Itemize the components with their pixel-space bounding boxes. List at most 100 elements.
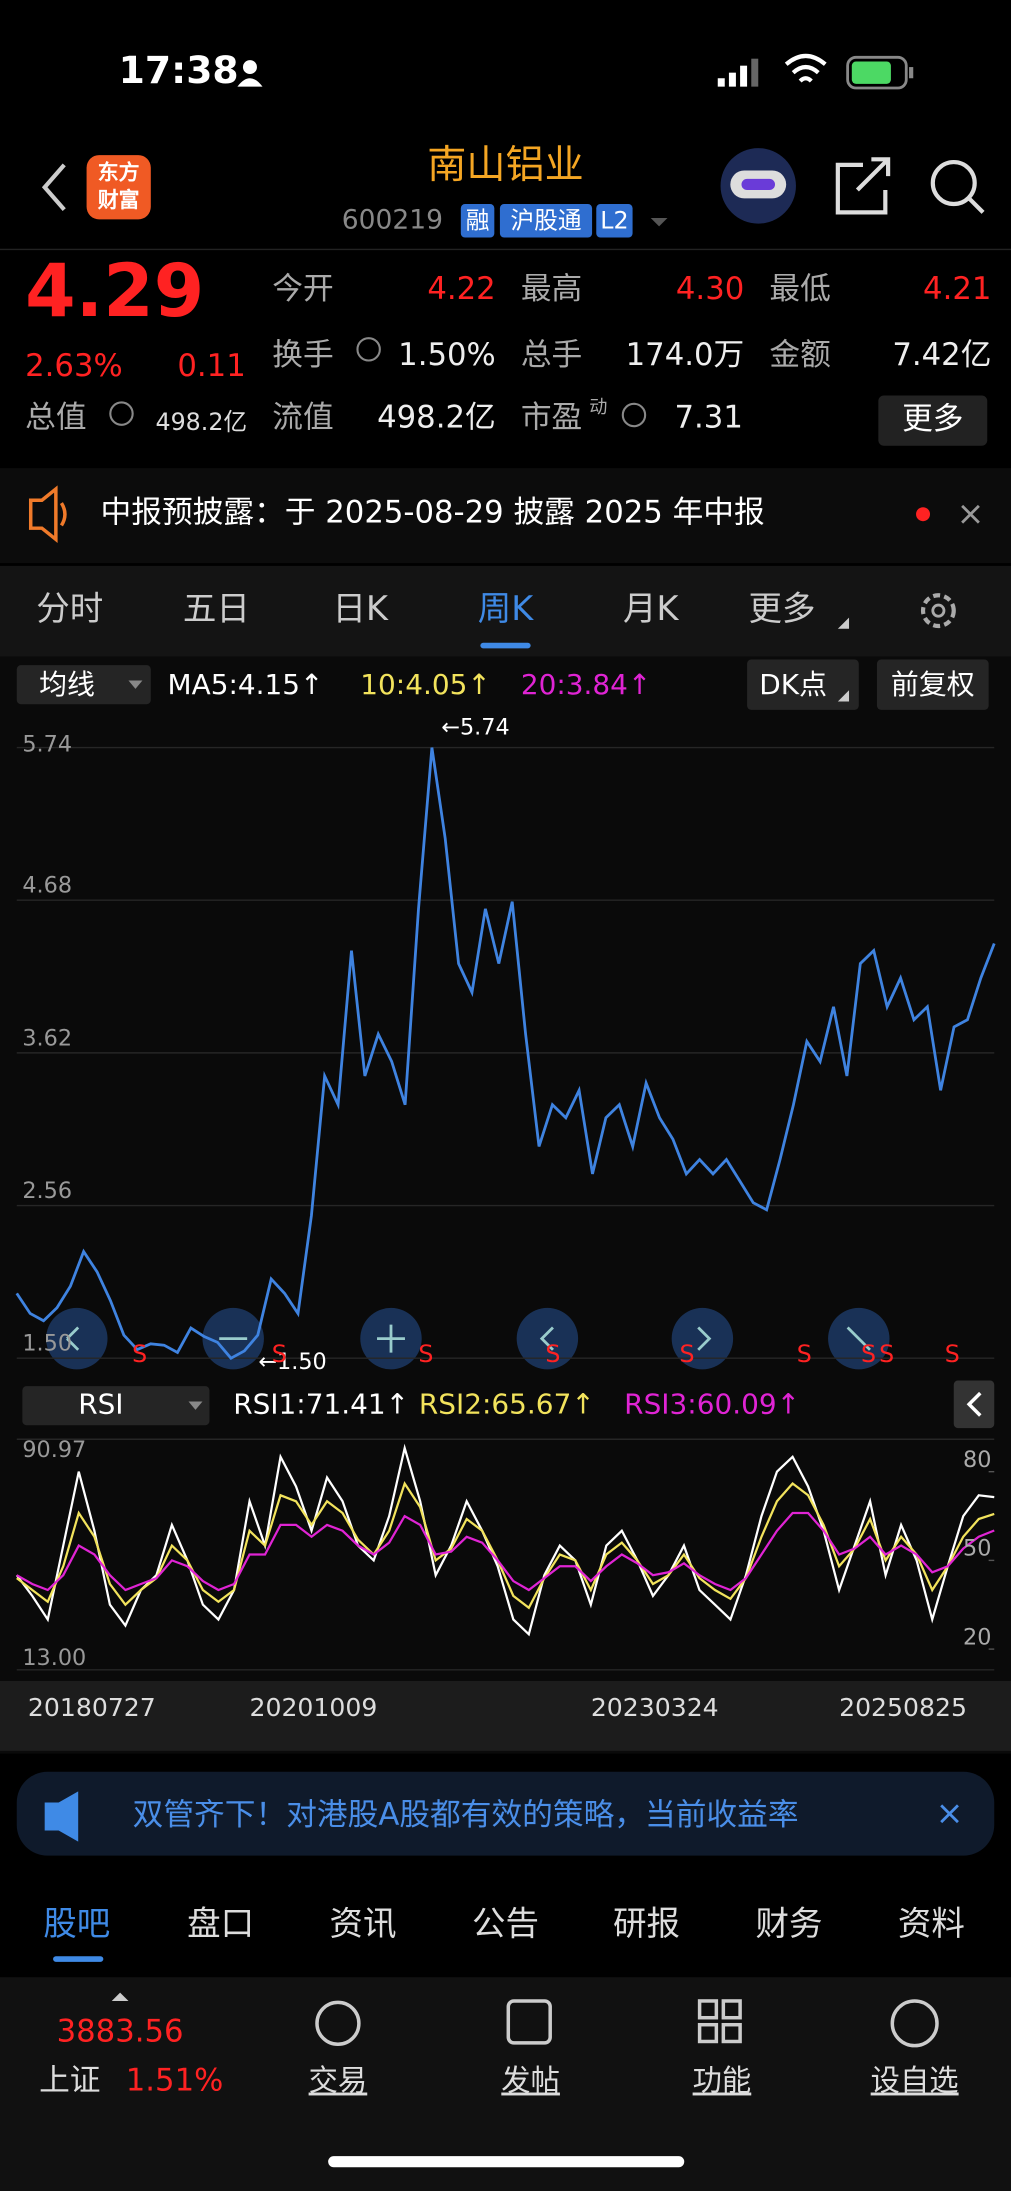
min-annotation: ←1.50 (258, 1349, 326, 1375)
notice-text: 中报预披露：于 2025-08-29 披露 2025 年中报 (101, 495, 765, 531)
period-tab[interactable]: 五日 (183, 589, 250, 628)
adjust-text[interactable]: 前复权 (891, 668, 975, 701)
tag-badge (596, 204, 633, 238)
battery-icon (846, 55, 908, 90)
collapse-button (966, 1391, 982, 1417)
signal-marker: S (945, 1340, 960, 1368)
share-button[interactable] (835, 157, 891, 215)
content-tab[interactable]: 股吧 (43, 1904, 110, 1943)
dk-text[interactable]: DK点 (759, 668, 827, 701)
rsi-line (16, 1480, 995, 1610)
content-tab[interactable]: 公告 (472, 1904, 539, 1943)
period-tab[interactable]: 月K (623, 589, 679, 628)
rsi-line (16, 1511, 995, 1592)
collapse-button[interactable] (953, 1380, 995, 1429)
index-change: 1.51% (126, 2063, 224, 2099)
x-tick-label: 20250825 (839, 1693, 967, 1722)
signal-marker: S (418, 1340, 433, 1368)
wifi-icon (784, 53, 827, 83)
search-button[interactable] (930, 159, 977, 207)
dropdown-arrow[interactable] (650, 217, 668, 227)
content-tab[interactable]: 研报 (613, 1904, 680, 1943)
rsi-legend: RSI1:71.41↑ (233, 1388, 409, 1421)
bottom-nav (0, 1977, 1011, 2191)
content-tab[interactable]: 财务 (755, 1904, 822, 1943)
dropdown-arrow (188, 1401, 203, 1410)
more-button[interactable] (878, 395, 988, 446)
field-value: 1.50% (398, 337, 496, 373)
field-label: 总手 (521, 337, 582, 373)
back-button[interactable] (41, 163, 66, 211)
x-tick-label: 20201009 (249, 1693, 377, 1722)
field-label: 动 (589, 397, 607, 418)
field-label: 今开 (272, 271, 333, 307)
nav-icons[interactable] (315, 1999, 939, 2048)
last-price: 4.29 (25, 250, 204, 334)
divider (0, 248, 1011, 251)
y-tick-label: 90.97 (22, 1437, 86, 1463)
info-icon[interactable] (109, 401, 134, 426)
signal-marker: S (879, 1340, 894, 1368)
person-icon (237, 78, 263, 87)
nav-label[interactable]: 功能 (693, 2064, 752, 2098)
tag-text: L2 (600, 207, 628, 235)
dropdown-arrow (128, 680, 143, 689)
period-tab[interactable]: 更多 (748, 589, 815, 628)
app-logo[interactable] (86, 155, 151, 220)
adjust-button[interactable] (876, 659, 989, 710)
field-value: 7.42亿 (892, 337, 991, 373)
period-tab[interactable]: 日K (333, 589, 389, 628)
y-tick-label: 4.68 (22, 873, 72, 899)
signal-marker: S (272, 1340, 287, 1368)
field-label: 总值 (25, 400, 86, 436)
info-icon[interactable] (356, 337, 381, 362)
period-tab[interactable]: 分时 (36, 589, 103, 628)
content-tab[interactable]: 资料 (898, 1904, 965, 1943)
y-tick-label: 13.00 (22, 1645, 86, 1671)
price-line (15, 747, 996, 1360)
y-tick-label-right: 50 (963, 1536, 991, 1562)
field-label: 换手 (272, 337, 333, 373)
ad-close[interactable] (940, 1804, 959, 1824)
ma-legend: MA5:4.15↑ (168, 668, 324, 701)
content-tab[interactable]: 盘口 (187, 1904, 254, 1943)
y-tick-label: 3.62 (22, 1025, 72, 1051)
home-indicator (328, 2156, 685, 2168)
info-icon[interactable] (621, 402, 647, 428)
ad-icon (44, 1791, 79, 1842)
indicator-select[interactable] (16, 665, 151, 705)
rsi-select-text[interactable]: RSI (78, 1388, 123, 1421)
y-tick-label-right: 20 (963, 1624, 991, 1650)
field-value: 498.2亿 (377, 400, 496, 436)
index-value: 3883.56 (57, 2014, 184, 2050)
ad-text[interactable]: 双管齐下！对港股A股都有效的策略，当前收益率 (133, 1797, 799, 1833)
rsi-select[interactable] (22, 1386, 210, 1426)
date-axis (0, 1680, 1011, 1751)
period-tab[interactable]: 周K (478, 589, 534, 628)
tab-underline (53, 1956, 104, 1962)
tag-text: 融 (466, 207, 490, 235)
content-tab[interactable]: 资讯 (330, 1904, 397, 1943)
tab-underline (480, 642, 531, 649)
nav-label[interactable]: 交易 (309, 2064, 368, 2098)
nav-label[interactable]: 发帖 (501, 2064, 560, 2098)
signal-marker: S (132, 1340, 147, 1368)
field-value: 498.2亿 (156, 408, 248, 436)
more-button-text[interactable]: 更多 (902, 401, 963, 437)
battery-level (851, 61, 891, 84)
dropdown-arrow (837, 690, 850, 702)
settings-button (931, 603, 946, 618)
y-tick-label: 1.50 (22, 1331, 72, 1357)
close-button[interactable] (961, 504, 980, 524)
field-value: 4.30 (676, 271, 744, 307)
indicator-text: 均线 (39, 668, 95, 701)
nav-label[interactable]: 设自选 (871, 2064, 959, 2098)
notice-bar (0, 468, 1011, 564)
y-tick-label: 5.74 (22, 731, 72, 757)
field-value: 174.0万 (626, 337, 745, 373)
ad-bar[interactable] (16, 1771, 995, 1856)
settings-button[interactable] (920, 593, 956, 629)
dk-button[interactable] (747, 659, 859, 710)
rsi-legend: RSI2:65.67↑ (419, 1388, 595, 1421)
tag-badge (499, 204, 593, 238)
